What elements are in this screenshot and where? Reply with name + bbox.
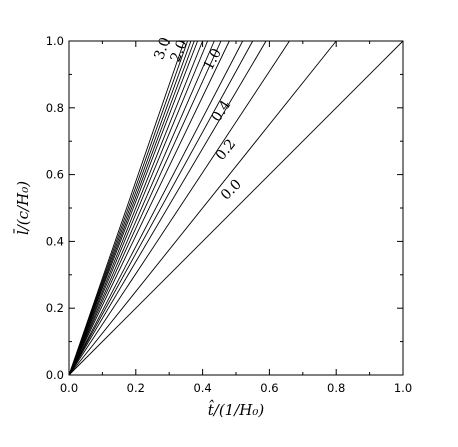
series-line-13 — [68, 40, 192, 376]
series-line-3 — [68, 40, 267, 376]
series-line-2 — [68, 40, 290, 376]
ticks-group: 0.00.00.20.20.40.40.60.60.80.81.01.0 — [46, 34, 412, 395]
y-tick-label: 0.8 — [46, 101, 64, 115]
series-label-10: 2.0 — [168, 38, 191, 65]
series-line-5 — [68, 40, 244, 376]
series-label-0: 0.0 — [218, 176, 245, 203]
x-tick-label: 0.8 — [327, 381, 345, 395]
series-line-10 — [68, 40, 204, 376]
series-line-7 — [68, 40, 222, 376]
x-tick-label: 0.6 — [260, 381, 278, 395]
series-line-15 — [68, 40, 185, 376]
series-line-11 — [68, 40, 199, 376]
series-line-8 — [68, 40, 215, 376]
x-tick-label: 1.0 — [394, 381, 412, 395]
series-line-6 — [68, 40, 230, 376]
curve-labels-group: 0.00.20.41.02.03.0 — [151, 35, 244, 203]
curves-group — [68, 40, 404, 376]
y-tick-label: 0.4 — [46, 234, 64, 248]
series-line-4 — [68, 40, 254, 376]
series-line-9 — [68, 40, 209, 376]
series-line-0 — [68, 40, 404, 376]
y-tick-label: 0.6 — [46, 168, 64, 182]
series-line-12 — [68, 40, 195, 376]
series-label-15: 3.0 — [151, 35, 173, 61]
x-axis-label: t̂/(1/H₀) — [208, 400, 265, 419]
y-tick-label: 0.2 — [46, 301, 64, 315]
x-tick-label: 0.4 — [193, 381, 211, 395]
y-tick-label: 0.0 — [46, 368, 64, 382]
series-line-14 — [68, 40, 188, 376]
x-tick-label: 0.0 — [60, 381, 78, 395]
x-tick-label: 0.2 — [127, 381, 145, 395]
y-axis-label: l̄/(c/H₀) — [14, 181, 32, 235]
series-label-1: 0.2 — [213, 136, 239, 163]
y-tick-label: 1.0 — [46, 34, 64, 48]
series-line-1 — [68, 40, 337, 376]
